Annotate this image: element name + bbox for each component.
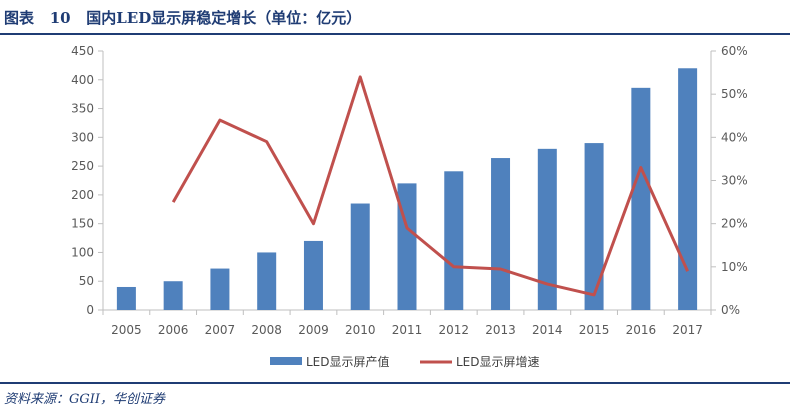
x-tick-label: 2016 — [626, 323, 657, 337]
right-tick-label: 50% — [721, 87, 748, 101]
right-tick-label: 60% — [721, 44, 748, 58]
bar — [163, 281, 183, 310]
x-tick-label: 2008 — [251, 323, 282, 337]
x-tick-label: 2013 — [485, 323, 516, 337]
bar — [584, 143, 604, 310]
left-tick-label: 400 — [71, 73, 94, 87]
bar — [444, 171, 464, 310]
title-divider — [0, 33, 790, 35]
right-tick-label: 20% — [721, 217, 748, 231]
x-tick-label: 2009 — [298, 323, 329, 337]
left-tick-label: 50 — [79, 274, 94, 288]
left-tick-label: 0 — [86, 303, 94, 317]
legend-line-label: LED显示屏增速 — [456, 355, 540, 369]
x-tick-label: 2006 — [158, 323, 189, 337]
x-tick-label: 2015 — [579, 323, 610, 337]
bar — [210, 268, 230, 310]
figure-title: 图表 10 国内LED显示屏稳定增长（单位：亿元） — [4, 7, 361, 28]
figure-label: 图表 — [4, 9, 35, 27]
right-tick-label: 30% — [721, 174, 748, 188]
legend-bar-label: LED显示屏产值 — [306, 354, 390, 369]
footer-divider — [0, 382, 790, 384]
right-tick-label: 0% — [721, 303, 740, 317]
x-tick-label: 2007 — [205, 323, 236, 337]
left-tick-label: 200 — [71, 188, 94, 202]
legend-bar-swatch — [270, 357, 302, 365]
left-tick-label: 450 — [71, 44, 94, 58]
figure-number: 10 — [49, 9, 71, 27]
x-tick-label: 2014 — [532, 323, 563, 337]
left-tick-label: 100 — [71, 245, 94, 259]
x-tick-label: 2005 — [111, 323, 142, 337]
figure-title-text: 国内LED显示屏稳定增长（单位：亿元） — [86, 9, 362, 27]
bar — [678, 68, 698, 310]
x-tick-label: 2012 — [438, 323, 469, 337]
left-tick-label: 150 — [71, 217, 94, 231]
bar — [631, 87, 651, 310]
x-tick-label: 2017 — [672, 323, 703, 337]
growth-line — [171, 75, 689, 297]
source-note: 资料来源：GGII，华创证券 — [4, 392, 166, 407]
bar — [491, 158, 511, 310]
left-tick-label: 300 — [71, 130, 94, 144]
left-tick-label: 350 — [71, 102, 94, 116]
x-tick-label: 2010 — [345, 323, 376, 337]
bar — [303, 240, 323, 310]
figure-header: 图表 10 国内LED显示屏稳定增长（单位：亿元） — [0, 0, 790, 35]
bar — [116, 286, 136, 310]
bar — [350, 203, 370, 310]
chart: 0 50 100 150 200 250 300 350 400 450 0% 10% 20% 30% 40… — [71, 44, 748, 369]
right-tick-label: 40% — [721, 130, 748, 144]
bar — [537, 148, 557, 310]
left-tick-label: 250 — [71, 159, 94, 173]
x-tick-label: 2011 — [392, 323, 423, 337]
right-tick-label: 10% — [721, 260, 748, 274]
bar — [257, 252, 277, 310]
